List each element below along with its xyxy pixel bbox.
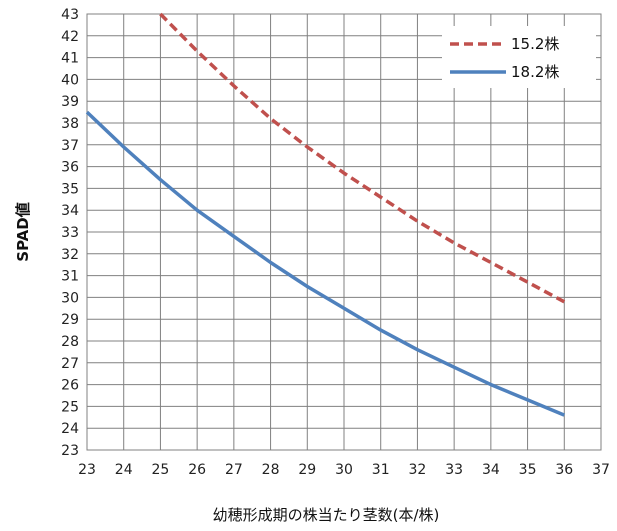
- series-line-18-2: [85, 110, 565, 417]
- y-tick-label: 37: [61, 138, 79, 154]
- x-tick-label: 34: [482, 462, 500, 478]
- x-tick-label: 37: [592, 462, 610, 478]
- x-tick-label: 30: [335, 462, 353, 478]
- legend-label-15-2: 15.2株: [511, 35, 559, 53]
- y-tick-label: 38: [61, 116, 79, 132]
- x-tick-label: 32: [409, 462, 427, 478]
- y-tick-label: 32: [61, 247, 79, 263]
- x-tick-label: 25: [152, 462, 170, 478]
- y-tick-label: 25: [61, 399, 79, 415]
- x-tick-label: 27: [225, 462, 243, 478]
- y-tick-label: 35: [61, 181, 79, 197]
- series-lines: [85, 12, 566, 417]
- legend-label-18-2: 18.2株: [511, 63, 559, 81]
- y-tick-label: 42: [61, 29, 79, 45]
- x-tick-label: 26: [188, 462, 206, 478]
- y-tick-label: 41: [61, 51, 79, 67]
- y-tick-label: 33: [61, 225, 79, 241]
- x-tick-label: 23: [78, 462, 96, 478]
- x-tick-label: 29: [298, 462, 316, 478]
- y-tick-label: 30: [61, 290, 79, 306]
- x-tick-labels: 23 24 25 26 27 28 29 30 31 32 33 34 35 36 37: [78, 462, 610, 478]
- legend: 15.2株 18.2株: [442, 26, 596, 88]
- series-line-15-2: [159, 12, 566, 304]
- y-tick-label: 27: [61, 356, 79, 372]
- y-tick-label: 28: [61, 334, 79, 350]
- y-tick-label: 36: [61, 160, 79, 176]
- x-tick-label: 35: [519, 462, 537, 478]
- y-tick-label: 34: [61, 203, 79, 219]
- x-axis-title: 幼穂形成期の株当たり茎数(本/株): [213, 506, 440, 524]
- x-tick-label: 36: [555, 462, 573, 478]
- x-tick-label: 31: [372, 462, 390, 478]
- y-tick-label: 26: [61, 378, 79, 394]
- y-tick-label: 24: [61, 421, 79, 437]
- x-tick-label: 24: [115, 462, 133, 478]
- y-tick-label: 29: [61, 312, 79, 328]
- x-tick-label: 28: [262, 462, 280, 478]
- y-tick-label: 40: [61, 72, 79, 88]
- y-tick-label: 43: [61, 7, 79, 23]
- y-tick-label: 39: [61, 94, 79, 110]
- y-axis-title: SPAD値: [14, 202, 32, 261]
- grid-lines: [86, 13, 602, 451]
- y-tick-labels: 23 24 25 26 27 28 29 30 31 32 33 34 35 36 37 38 39 40 41 42…: [61, 7, 79, 459]
- x-tick-label: 33: [445, 462, 463, 478]
- legend-box: [442, 26, 596, 88]
- y-tick-label: 31: [61, 269, 79, 285]
- y-tick-label: 23: [61, 443, 79, 459]
